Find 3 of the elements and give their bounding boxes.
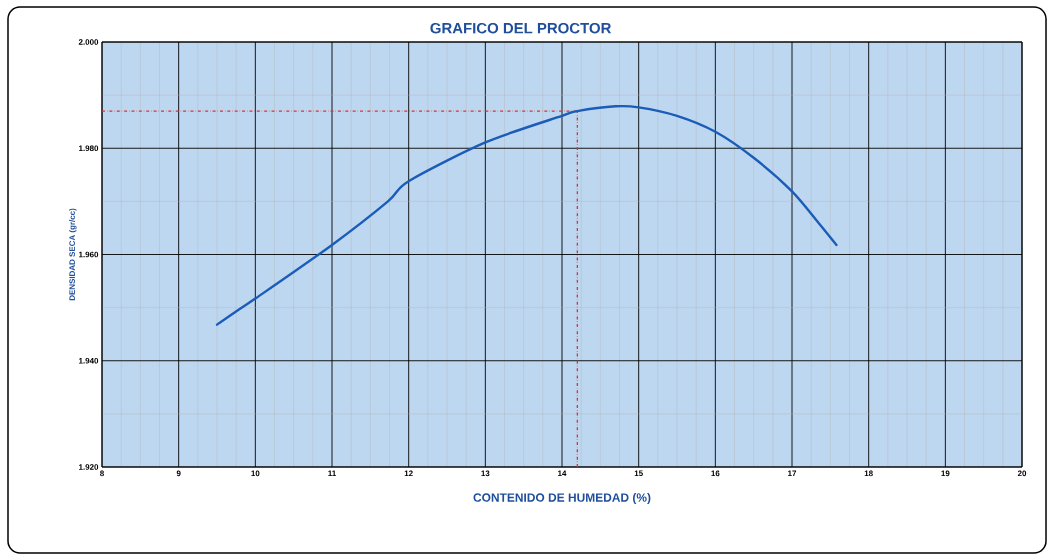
- chart-title: GRAFICO DEL PROCTOR: [430, 22, 612, 34]
- x-axis-title: CONTENIDO DE HUMEDAD (%): [473, 492, 651, 505]
- line-series: [215, 104, 838, 326]
